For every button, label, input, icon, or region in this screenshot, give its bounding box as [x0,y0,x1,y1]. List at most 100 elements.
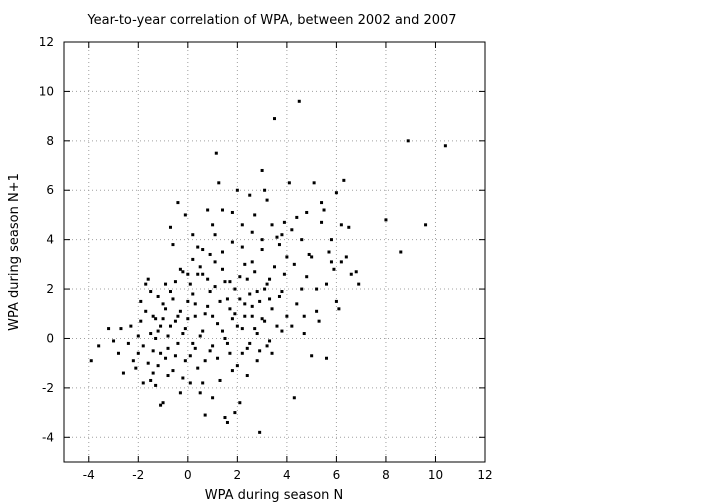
data-point [230,240,234,244]
data-point [218,299,222,303]
data-point [154,317,158,321]
data-point [144,282,148,286]
data-point [287,181,291,185]
data-points [89,99,447,434]
data-point [300,287,304,291]
data-point [134,366,138,370]
data-point [188,354,192,358]
data-point [268,339,272,343]
data-point [156,364,160,368]
data-point [141,381,145,385]
data-point [217,181,221,185]
data-point [265,344,269,348]
data-point [250,314,254,318]
y-tick-label: 12 [39,35,54,49]
data-point [228,280,232,284]
data-point [193,302,197,306]
data-point [176,201,180,205]
axis-ticks: -4 -2 0 2 4 6 8 10 12 -4 -2 0 2 4 6 8 10 12 [39,35,493,482]
data-point [280,233,284,237]
data-point [443,144,447,148]
data-point [310,255,314,259]
data-point [260,248,264,252]
x-tick-label: -4 [83,468,95,482]
data-point [149,378,153,382]
data-point [265,198,269,202]
data-point [228,351,232,355]
data-point [164,356,168,360]
data-point [139,299,143,303]
data-point [325,282,329,286]
data-point [208,252,212,256]
data-point [173,280,177,284]
x-tick-label: 4 [283,468,291,482]
data-point [149,290,153,294]
data-point [305,275,309,279]
data-point [315,287,319,291]
data-point [263,319,267,323]
data-point [201,248,205,252]
x-tick-label: 12 [477,468,492,482]
data-point [320,220,324,224]
data-point [270,223,274,227]
x-axis-label: WPA during season N [205,488,344,503]
data-point [302,314,306,318]
data-point [258,430,262,434]
data-point [178,267,182,271]
data-point [245,346,249,350]
data-point [178,309,182,313]
data-point [337,307,341,311]
data-point [188,282,192,286]
data-point [161,401,165,405]
data-point [191,233,195,237]
data-point [166,334,170,338]
data-point [233,287,237,291]
data-point [146,361,150,365]
y-tick-label: -2 [42,381,54,395]
data-point [235,188,239,192]
data-point [315,309,319,313]
data-point [198,265,202,269]
y-tick-label: 0 [46,331,54,345]
data-point [347,225,351,229]
data-point [186,272,190,276]
data-point [230,210,234,214]
data-point [312,181,316,185]
data-point [183,327,187,331]
data-point [196,245,200,249]
data-point [203,359,207,363]
data-point [211,314,215,318]
data-point [245,277,249,281]
data-point [270,307,274,311]
data-point [223,280,227,284]
data-point [290,324,294,328]
data-point [223,416,227,420]
data-point [302,332,306,336]
data-point [282,272,286,276]
data-point [253,327,257,331]
data-point [292,262,296,266]
data-point [268,277,272,281]
data-point [225,341,229,345]
data-point [112,339,116,343]
data-point [193,314,197,318]
data-point [342,178,346,182]
data-point [171,297,175,301]
data-point [253,213,257,217]
data-point [201,272,205,276]
data-point [173,319,177,323]
data-point [243,314,247,318]
data-point [220,250,224,254]
data-point [176,341,180,345]
data-point [240,351,244,355]
data-point [159,324,163,328]
data-point [141,344,145,348]
data-point [186,317,190,321]
data-point [424,223,428,227]
data-point [317,319,321,323]
data-point [238,401,242,405]
data-point [211,223,215,227]
data-point [119,327,123,331]
y-tick-label: 2 [46,282,54,296]
grid [64,42,485,462]
